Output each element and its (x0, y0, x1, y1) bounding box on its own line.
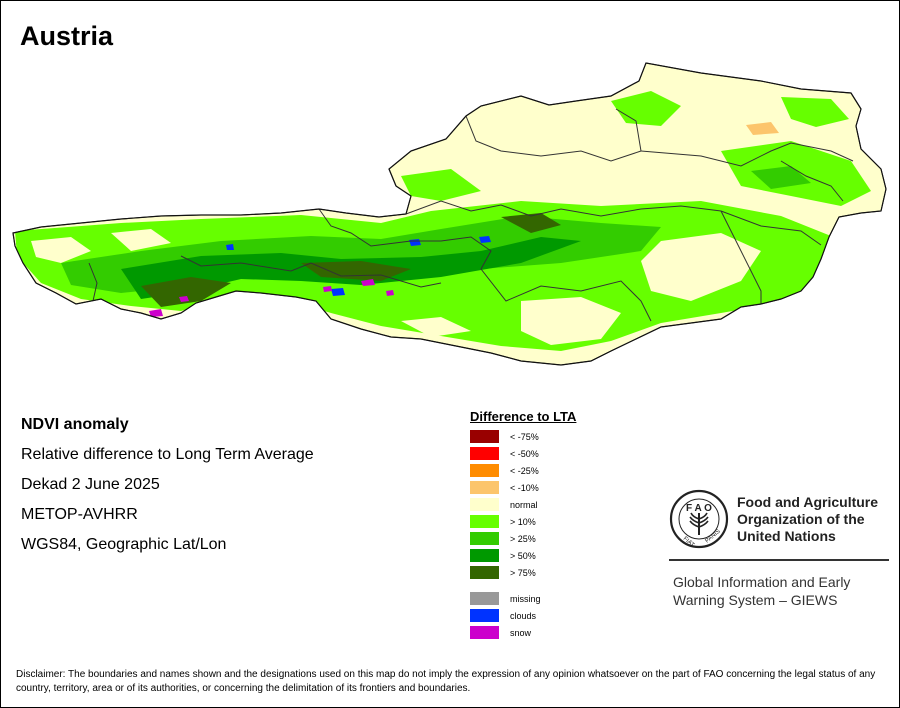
giews-line2: Warning System – GIEWS (673, 592, 838, 608)
legend-swatch (470, 430, 499, 443)
legend-item: > 75% (470, 564, 640, 581)
info-product: NDVI anomaly (21, 416, 129, 433)
legend-swatch (470, 532, 499, 545)
ndvi-anomaly-layer (15, 91, 871, 351)
legend: Difference to LTA < -75% < -50% < -25% < -1… (470, 409, 640, 641)
fao-name: Food and Agriculture Organization of the… (737, 494, 878, 545)
info-projection: WGS84, Geographic Lat/Lon (21, 536, 227, 553)
legend-title: Difference to LTA (470, 409, 577, 424)
map-title: Austria (20, 21, 114, 51)
giews-line1: Global Information and Early (673, 574, 851, 590)
legend-item: normal (470, 496, 640, 513)
legend-gap (470, 581, 640, 590)
fao-name-line3: United Nations (737, 527, 836, 544)
legend-item: > 10% (470, 513, 640, 530)
legend-swatch (470, 481, 499, 494)
legend-swatch (470, 498, 499, 511)
state-boundaries (88, 108, 854, 322)
legend-label: missing (510, 593, 541, 604)
info-sensor: METOP-AVHRR (21, 506, 138, 523)
legend-label: > 10% (510, 516, 536, 527)
giews-name: Global Information and Early Warning Sys… (669, 573, 891, 609)
legend-label: clouds (510, 610, 537, 621)
legend-item: < -50% (470, 445, 640, 462)
legend-item: < -25% (470, 462, 640, 479)
legend-label: < -25% (510, 465, 539, 476)
fao-divider (669, 559, 889, 561)
legend-swatch (470, 447, 499, 460)
legend-label: > 25% (510, 533, 536, 544)
info-period: Dekad 2 June 2025 (21, 476, 160, 493)
legend-swatch (470, 566, 499, 579)
legend-swatch (470, 515, 499, 528)
legend-item: clouds (470, 607, 640, 624)
legend-swatch (470, 464, 499, 477)
legend-label: < -50% (510, 448, 539, 459)
legend-item: < -10% (470, 479, 640, 496)
info-description: Relative difference to Long Term Average (21, 446, 314, 463)
svg-text:F A O: F A O (686, 503, 712, 514)
legend-item: > 25% (470, 530, 640, 547)
austria-ndvi-map (12, 62, 887, 366)
legend-swatch (470, 549, 499, 562)
legend-label: < -75% (510, 431, 539, 442)
legend-extra: missing clouds snow (470, 590, 640, 641)
legend-swatch (470, 626, 499, 639)
legend-item: snow (470, 624, 640, 641)
legend-label: normal (510, 499, 538, 510)
legend-item: > 50% (470, 547, 640, 564)
map-info: NDVI anomaly Relative difference to Long… (21, 415, 314, 565)
legend-label: < -10% (510, 482, 539, 493)
fao-name-line2: Organization of the (737, 510, 865, 527)
disclaimer: Disclaimer: The boundaries and names sho… (16, 669, 876, 694)
legend-label: > 75% (510, 567, 536, 578)
legend-item: missing (470, 590, 640, 607)
legend-item: < -75% (470, 428, 640, 445)
fao-name-line1: Food and Agriculture (737, 493, 879, 510)
legend-label: snow (510, 627, 532, 638)
legend-classes: < -75% < -50% < -25% < -10% normal > 10% > 25%… (470, 428, 640, 581)
legend-swatch (470, 609, 499, 622)
fao-emblem-icon: F A O FIAT PANIS (669, 489, 729, 549)
fao-logo-block: F A O FIAT PANIS Food and Agriculture Or… (669, 489, 891, 609)
legend-swatch (470, 592, 499, 605)
legend-label: > 50% (510, 550, 536, 561)
